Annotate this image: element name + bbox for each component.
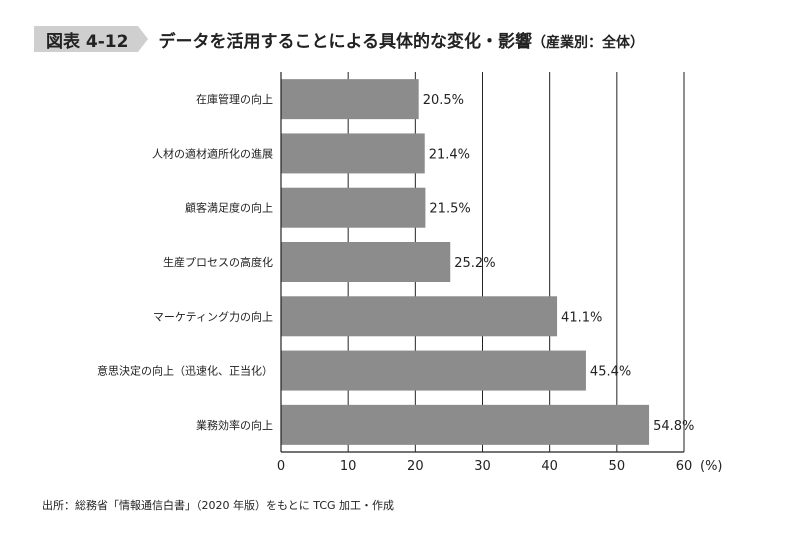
category-label: 生産プロセスの高度化 xyxy=(163,255,273,269)
figure-number-badge: 図表 4-12 xyxy=(34,26,139,52)
chart-header: 図表 4-12 データを活用することによる具体的な変化・影響（産業別：全体） xyxy=(34,26,644,52)
badge-arrow xyxy=(138,26,149,52)
bar-value-label: 20.5% xyxy=(423,93,464,108)
bar-chart: 20.5% 在庫管理の向上 21.4% 人材の適材適所化の進展 21.5% 顧客満足度の向… xyxy=(97,72,723,474)
category-label: 業務効率の向上 xyxy=(196,418,273,432)
x-tick-label: 30 xyxy=(474,459,491,474)
chart-title: データを活用することによる具体的な変化・影響（産業別：全体） xyxy=(158,27,644,52)
category-label: 人材の適材適所化の進展 xyxy=(152,146,273,160)
x-tick-label: 0 xyxy=(277,459,285,474)
chart-title-main: データを活用することによる具体的な変化・影響 xyxy=(158,31,532,52)
bar xyxy=(281,350,586,391)
x-tick-label: 60 xyxy=(676,459,693,474)
bar-value-label: 41.1% xyxy=(561,310,602,325)
bar xyxy=(281,242,451,282)
source-note: 出所：総務省「情報通信白書」（2020 年版）をもとに TCG 加工・作成 xyxy=(42,499,395,512)
bar xyxy=(281,133,425,174)
category-label: マーケティング力の向上 xyxy=(153,309,273,323)
chart-title-subtitle: （産業別：全体） xyxy=(531,34,644,51)
category-label: 意思決定の向上（迅速化、正当化） xyxy=(97,364,273,378)
x-axis-unit: (%) xyxy=(700,459,723,474)
x-tick-label: 20 xyxy=(407,459,424,474)
bar-value-label: 21.5% xyxy=(429,202,470,217)
x-tick-label: 50 xyxy=(609,459,626,474)
bar-value-label: 25.2% xyxy=(454,256,495,271)
bar-value-label: 21.4% xyxy=(429,147,470,162)
bar xyxy=(281,404,650,445)
bar xyxy=(281,296,558,337)
bar-value-label: 45.4% xyxy=(590,365,631,380)
bar xyxy=(281,187,426,228)
x-tick-label: 10 xyxy=(340,459,357,474)
category-label: 在庫管理の向上 xyxy=(196,92,273,106)
bar xyxy=(281,79,419,120)
x-tick-label: 40 xyxy=(541,459,558,474)
bar-value-label: 54.8% xyxy=(653,419,694,434)
category-label: 顧客満足度の向上 xyxy=(185,201,273,215)
